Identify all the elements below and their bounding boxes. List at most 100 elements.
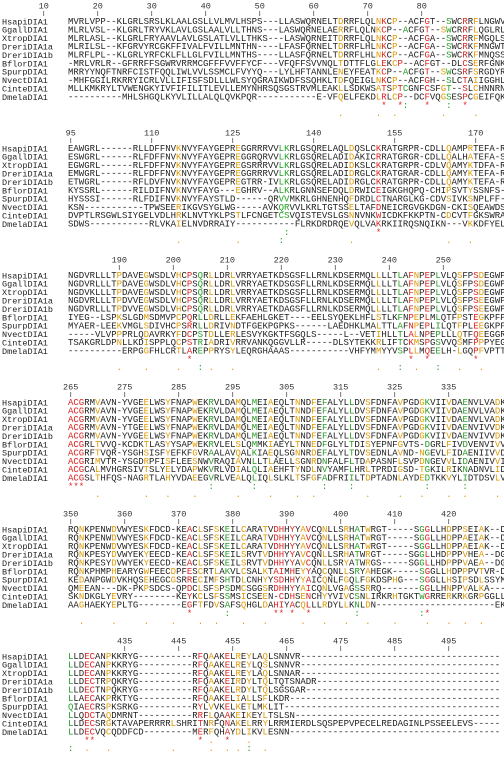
- ruler-label: 40: [201, 1, 211, 11]
- sequence-name: CinteDIA1: [2, 84, 48, 94]
- ruler-label: 465: [279, 636, 294, 646]
- ruler-label: 305: [279, 382, 294, 392]
- alignment-block: 190 200 210 220 230 240 250 HsapiDIA1 NGDVRLLLTP…: [2, 255, 504, 373]
- sequence-name: DreriDIA1b: [2, 559, 53, 569]
- sequence-row: LLQDCTAQDMRNT----------RRFLQAAKEIKEYLTSL…: [68, 711, 500, 721]
- sequence-name: DreriDIA1b: [2, 178, 53, 188]
- sequence-row: MYAER-LEEKVMGLSDIVHCPSRRLLDRIVNDTFGEKPGP…: [68, 322, 504, 332]
- sequence-name: CinteDIA1: [2, 211, 48, 221]
- alignment-block: 265 275 285 295 305 315 325 335 HsapiDIA1 ACGRMVA…: [2, 382, 504, 500]
- ruler-label: 70: [363, 1, 373, 11]
- sequence-row: SKNDKGLYEVRY--------KEYKCLSFSSMSICSEEN-C…: [68, 593, 504, 603]
- ruler-label: 420: [441, 509, 456, 519]
- sequence-name: HsapiDIA1: [2, 652, 48, 662]
- conservation-line: : . . . . . . : .: [68, 744, 268, 754]
- sequence-row: HYSSSI------RLFDIFNVKNVYFAYSTLD------QRV…: [68, 195, 504, 205]
- sequence-row: ESWGRL------RLFDFFNVKNVYFAYGEPREGGRQRVVL…: [68, 153, 504, 163]
- sequence-name: NvectDIA1: [2, 330, 48, 340]
- sequence-row: EAWGRL------RLLDFFNVKNVYFAYGEPREGGRRRVVL…: [68, 144, 504, 154]
- sequence-row: SDWS-----------RLVKAIELNVDRRAIY---------…: [68, 220, 504, 230]
- conservation-line: *** : : : : : :: [68, 482, 468, 492]
- sequence-row: KSN-----------TPWSEERIKGVSYGLWG-----AVKQ…: [68, 203, 504, 213]
- sequence-name: HsapiDIA1: [2, 17, 48, 27]
- ruler-label: 335: [441, 382, 456, 392]
- sequence-name: NvectDIA1: [2, 711, 48, 721]
- sequence-name: HsapiDIA1: [2, 525, 48, 535]
- sequence-name: NvectDIA1: [2, 584, 48, 594]
- ruler-label: 275: [117, 382, 132, 392]
- sequence-name: NvectDIA1: [2, 203, 48, 213]
- sequence-row: ACGRMVAVN-YVGEELWSYFNAPWEKRVLDAMQLMEIAEQ…: [68, 398, 504, 408]
- sequence-name: DmelaDIA1: [2, 728, 48, 738]
- ruler-label: 200: [166, 255, 181, 265]
- sequence-row: MLRLASL--KLGRLFRYAAVLAVLGSLATLVLLTHKS---…: [68, 34, 504, 44]
- sequence-row: ACGRMVAVN-YTGEELWSYFNAPWEKRVLDAMQLMEIAEQ…: [68, 424, 504, 434]
- sequence-row: EGWGRL------RLFDFFNVKNVYFAYGEPREGSRRRVVL…: [68, 161, 504, 171]
- ruler-label: 495: [441, 636, 456, 646]
- sequence-row: RQNKPENWDVWYESKFDCD-KEACLSFSKEILCARATVDH…: [68, 534, 504, 544]
- conservation-line: * *: * : *: [68, 101, 468, 111]
- sequence-name: DmelaDIA1: [2, 93, 48, 103]
- sequence-row: MLRILSL--KFGRVYRCGKFFIVALFVILLMNTHN----L…: [68, 43, 504, 53]
- sequence-row: ACGSLTHFQS-NAGRTLAHYVDAEEGVRLVEALQLIQLSL…: [68, 474, 504, 484]
- ruler-label: 485: [387, 636, 402, 646]
- ruler-label: 170: [468, 128, 483, 138]
- sequence-name: DreriDIA1a: [2, 169, 53, 179]
- sequence-name: DmelaDIA1: [2, 474, 48, 484]
- conservation-line: * * * *: [68, 355, 479, 365]
- conservation-line: * : ** * * : :*: [68, 609, 430, 619]
- sequence-name: XtropDIA1: [2, 669, 48, 679]
- sequence-name: BflorDIA1: [2, 440, 48, 450]
- sequence-name: GgallDIA1: [2, 26, 48, 36]
- sequence-name: NvectDIA1: [2, 76, 48, 86]
- sequence-row: LLDECANPKKRYG----------RFQAAKELREYLAQLSN…: [68, 652, 500, 662]
- sequence-name: BflorDIA1: [2, 186, 48, 196]
- sequence-name: CinteDIA1: [2, 592, 48, 602]
- sequence-row: NGDVRLLLTPDVVEGWSDLVHCPSQRLLDRLVRRYAETKD…: [68, 297, 504, 307]
- sequence-row: ACGRFTVQR-YSGHSISFYEFKFGVRAALAVQALKIAEQL…: [68, 449, 504, 459]
- sequence-row: ACGCALMVHGRSIVTSLYELYDAPWKVRLVDIALQLIAEH…: [68, 466, 504, 476]
- sequence-name: DmelaDIA1: [2, 347, 48, 357]
- sequence-name: DreriDIA1a: [2, 42, 53, 52]
- sequence-row: RQNKPESYDVWYEKYEECD-KEACLSFSKEILSRVTVDHH…: [68, 551, 504, 561]
- sequence-row: KYSSRL------RILDIFNVKNVYFAYG---EGHRV--AL…: [68, 186, 504, 196]
- sequence-row: -MRLVRLR--GFRRFFSGWRVRRMCGFFFVVFFYCF---V…: [68, 59, 504, 69]
- sequence-name: SpurpDIA1: [2, 703, 48, 713]
- sequence-name: BflorDIA1: [2, 313, 48, 323]
- sequence-row: QIAECRSPKSRKG----------RYLVVKELKETLMKLIT…: [68, 703, 500, 713]
- sequence-name: GgallDIA1: [2, 153, 48, 163]
- sequence-row: QMEEAN---DK-PKPSDCS-QPDCLSFSPSDMCSGGSRDH…: [68, 584, 504, 594]
- sequence-row: NGDVRLLLTPDAVEGWSDLVHCPSQRLLDRLVRRYAETKD…: [68, 271, 504, 281]
- conservation-line: ** * . * .: [68, 736, 263, 746]
- ruler-label: 140: [306, 128, 321, 138]
- sequence-name: HsapiDIA1: [2, 271, 48, 281]
- sequence-name: XtropDIA1: [2, 288, 48, 298]
- sequence-row: -----VLVPPPRLQDAVRKYFDCPSTDLLERLESVYKGKT…: [68, 330, 504, 340]
- sequence-name: XtropDIA1: [2, 542, 48, 552]
- sequence-name: DreriDIA1a: [2, 423, 53, 433]
- ruler-label: 190: [112, 255, 127, 265]
- sequence-row: LLDECTNPQKRYG----------RFQAAKELRDYLTQLSG…: [68, 686, 500, 696]
- sequence-row: MLLKMKRYLTVWENGKYIVFIFILITLEVLLEMYNHRSQS…: [68, 85, 504, 95]
- sequence-row: ACGRLTVVQ-KCDKTLASYYSAPWEKRVLELSLQMMKIAE…: [68, 440, 504, 450]
- sequence-row: AAGHAEKYEPLTG--------EGFTFDVSAFSQHGLDAHI…: [68, 601, 504, 611]
- ruler-label: 435: [117, 636, 132, 646]
- sequence-name: SpurpDIA1: [2, 195, 48, 205]
- sequence-row: ACGRMVAVN-YVGEELWSYFNAPWEKRVLDAMQLMEIAEQ…: [68, 407, 504, 417]
- sequence-name: DreriDIA1a: [2, 550, 53, 560]
- sequence-name: XtropDIA1: [2, 161, 48, 171]
- sequence-row: LLDECTRPQKRYG----------RFQAAKEIRDYLTQLTQ…: [68, 678, 500, 688]
- sequence-name: NvectDIA1: [2, 457, 48, 467]
- alignment-block: 435 445 455 465 475 485 495 HsapiDIA1 LLDECANPKK…: [2, 636, 500, 754]
- sequence-row: ----------ERPGGFHLCRTLAREPPRYSYLEQRGHAAA…: [68, 347, 504, 357]
- sequence-row: LLDECANPKKRYG----------RFQAAKELREYLQSLSN…: [68, 661, 500, 671]
- sequence-row: NGDVRLLLTPDAVEGWSDLVHCPSQRLLDRLVRRYAETKD…: [68, 280, 504, 290]
- sequence-name: XtropDIA1: [2, 415, 48, 425]
- sequence-row: NGDVKLLLTPDAVEGWSDLVHCPSQRLLDRLVRRYAETKD…: [68, 288, 504, 298]
- conservation-line: . . . : . . . : . : . .: [68, 363, 484, 373]
- ruler-label: 95: [66, 128, 76, 138]
- conservation-line: . . : . . .: [68, 236, 473, 246]
- ruler-label: 445: [171, 636, 186, 646]
- ruler-label: 455: [225, 636, 240, 646]
